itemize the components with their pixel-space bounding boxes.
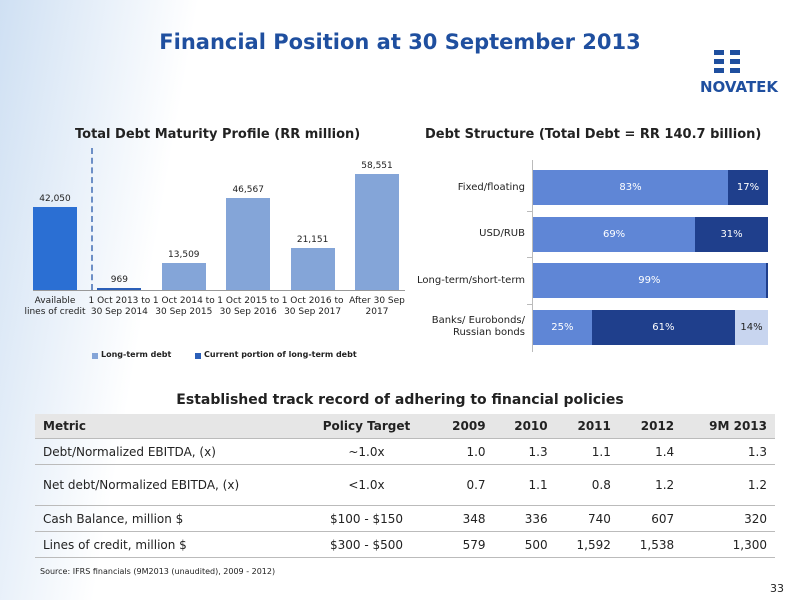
x-tick-label: Available lines of credit — [24, 296, 86, 317]
table-cell: 1,592 — [555, 531, 619, 558]
data-label: 25% — [551, 321, 574, 333]
table-cell: 740 — [555, 505, 619, 532]
header-row: Metric Policy Target 2009 2010 2011 2012 9M 20… — [35, 414, 775, 439]
table-row: Cash Balance, million $ $100 - $150 348 336… — [35, 505, 775, 532]
table-row: Net debt/Normalized EBITDA, (x) <1.0x 0.7 1… — [35, 464, 775, 506]
page-number: 33 — [770, 582, 784, 595]
source-note: Source: IFRS financials (9M2013 (unaudit… — [40, 567, 276, 576]
value-label: 42,050 — [39, 193, 71, 204]
chart-title: Total Debt Maturity Profile (RR million) — [75, 127, 361, 142]
bar-segment: 99% — [533, 263, 766, 298]
bar-segment: 69% — [533, 216, 696, 252]
table-cell: Cash Balance, million $ — [35, 505, 302, 532]
bar — [355, 174, 399, 290]
data-label: 99% — [638, 275, 661, 286]
value-label: 969 — [110, 275, 128, 286]
table-cell: <1.0x — [301, 464, 432, 506]
table-cell: 0.7 — [431, 464, 494, 506]
table-cell: Net debt/Normalized EBITDA, (x) — [35, 464, 302, 506]
data-label: 31% — [720, 228, 743, 240]
value-label: 46,567 — [232, 184, 264, 195]
value-label: 21,151 — [296, 235, 329, 246]
table-cell: 1.0 — [431, 438, 494, 465]
table-cell: 1.2 — [682, 464, 775, 506]
data-label: 14% — [740, 321, 763, 333]
logo-text: NOVATEK — [700, 78, 779, 96]
legend-swatch — [195, 353, 201, 359]
legend-swatch — [92, 353, 98, 359]
table-cell: 0.8 — [555, 464, 619, 506]
table-cell: 500 — [493, 531, 556, 558]
data-label: 17% — [736, 182, 760, 193]
slide-title: Financial Position at 30 September 2013 — [159, 30, 641, 54]
y-axis — [532, 160, 533, 352]
table-cell: Lines of credit, million $ — [35, 531, 302, 558]
separator — [527, 210, 533, 212]
table-row: Lines of credit, million $ $300 - $500 579… — [35, 531, 775, 558]
x-tick-label: 1 Oct 2016 to 30 Sep 2017 — [281, 296, 344, 317]
value-label: 13,509 — [168, 250, 200, 261]
legend-label: Current portion of long-term debt — [204, 350, 357, 359]
table-cell: 1,538 — [618, 531, 683, 558]
column-header: Metric — [35, 414, 302, 439]
table-cell: 1.3 — [493, 438, 556, 465]
table-cell: 607 — [618, 505, 683, 532]
table-cell: 1.1 — [555, 438, 619, 465]
table-cell: 1.1 — [493, 464, 556, 506]
table-cell: 1.4 — [618, 438, 683, 465]
bar — [97, 288, 142, 290]
column-header: 2010 — [493, 414, 556, 439]
table-cell: Debt/Normalized EBITDA, (x) — [35, 438, 302, 465]
y-tick-label: Fixed/floating — [457, 181, 525, 193]
column-header: 9M 2013 — [682, 414, 775, 439]
bar-segment: 25% — [533, 309, 592, 345]
bar-segment: 31% — [695, 216, 768, 252]
bar-segment: 83% — [533, 170, 729, 205]
table-cell: 579 — [431, 531, 494, 558]
chart-title: Debt Structure (Total Debt = RR 140.7 bi… — [425, 127, 762, 142]
data-label: 61% — [652, 321, 675, 333]
bar — [290, 248, 335, 290]
x-tick-label: 1 Oct 2013 to 30 Sep 2014 — [88, 296, 151, 317]
table-cell: 1.3 — [682, 438, 775, 465]
table-row: Debt/Normalized EBITDA, (x) ~1.0x 1.0 1.3 1.… — [35, 438, 775, 465]
separator — [527, 257, 533, 258]
bar-segment: 14% — [735, 309, 768, 345]
column-header: 2009 — [431, 414, 494, 439]
bar-segment: 61% — [591, 309, 736, 345]
table-cell: $100 - $150 — [301, 505, 432, 532]
logo-icon — [714, 48, 740, 76]
value-label: 58,551 — [361, 161, 393, 171]
bar-segment: 17% — [728, 170, 768, 205]
bar — [161, 263, 206, 290]
y-tick-label: Long-term/short-term — [417, 274, 525, 286]
x-tick-label: After 30 Sep 2017 — [349, 296, 405, 317]
x-axis — [33, 290, 405, 291]
x-tick-label: 1 Oct 2015 to 30 Sep 2016 — [217, 296, 280, 317]
table-cell: 348 — [431, 505, 494, 532]
table-cell: 1.2 — [618, 464, 683, 506]
table-title: Established track record of adhering to … — [176, 392, 624, 408]
divider — [91, 148, 93, 290]
data-label: 83% — [619, 182, 642, 193]
table-cell: ~1.0x — [301, 438, 432, 465]
column-header: 2011 — [555, 414, 619, 439]
bar — [33, 206, 77, 290]
data-label: 69% — [602, 228, 626, 240]
separator — [527, 303, 533, 305]
bar-segment — [765, 263, 768, 298]
y-tick-label: Banks/ Eurobonds/ Russian bonds — [431, 315, 525, 338]
table-cell: 320 — [682, 505, 775, 532]
column-header: Policy Target — [301, 414, 432, 439]
bar — [226, 197, 271, 290]
column-header: 2012 — [618, 414, 683, 439]
x-tick-label: 1 Oct 2014 to 30 Sep 2015 — [152, 296, 215, 317]
legend-label: Long-term debt — [101, 350, 172, 359]
table-cell: $300 - $500 — [301, 531, 432, 558]
table-cell: 336 — [493, 505, 556, 532]
y-tick-label: USD/RUB — [479, 228, 525, 239]
policy-table: Metric Policy Target 2009 2010 2011 2012 9M 20… — [35, 414, 775, 558]
table-cell: 1,300 — [682, 531, 775, 558]
